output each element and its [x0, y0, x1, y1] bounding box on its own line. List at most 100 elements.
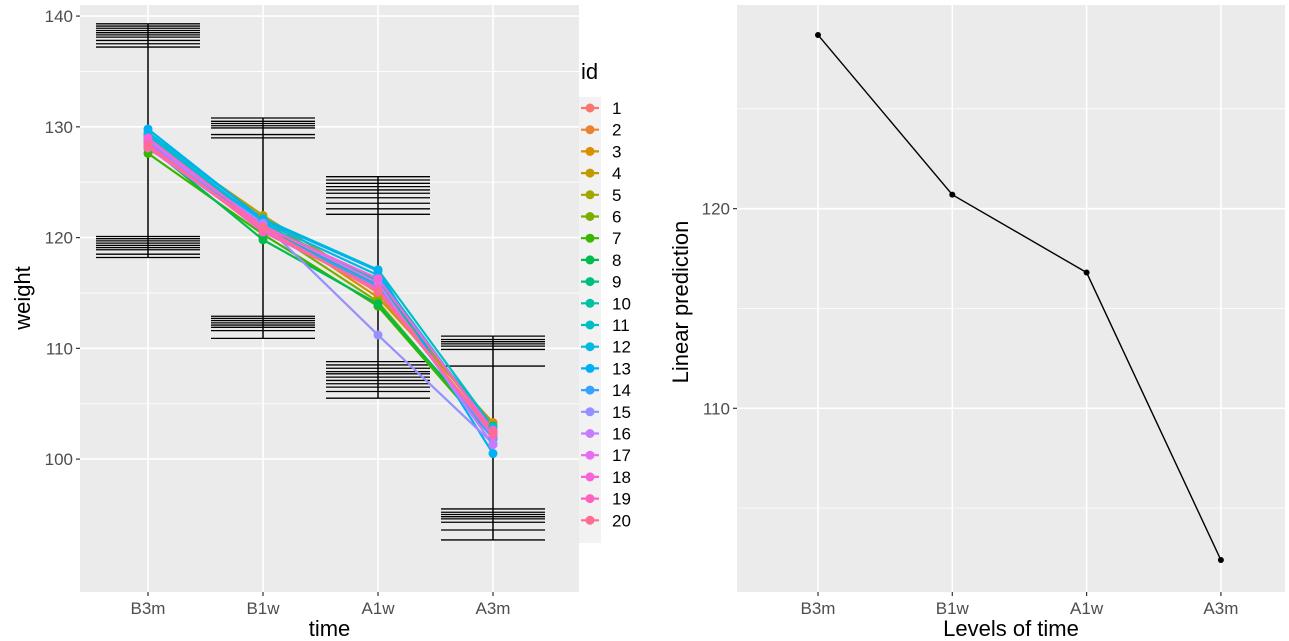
series-point — [488, 428, 498, 438]
legend-swatch-point — [585, 125, 595, 135]
legend-swatch-point — [585, 190, 595, 200]
prediction-point — [949, 191, 956, 198]
y-tick-label: 110 — [703, 399, 730, 418]
x-tick-label: A1w — [361, 599, 395, 618]
legend-label: 7 — [612, 229, 621, 248]
legend-swatch-point — [585, 168, 595, 178]
legend-item: 19 — [581, 490, 631, 509]
series-line — [147, 145, 494, 434]
legend-item: 8 — [581, 251, 621, 270]
left-y-axis-label: weight — [10, 266, 35, 331]
legend-swatch-point — [585, 450, 595, 460]
legend-item: 12 — [581, 338, 631, 357]
legend-swatch-point — [585, 429, 595, 438]
legend-label: 11 — [612, 316, 630, 335]
legend-key-background — [579, 97, 601, 543]
prediction-point — [1083, 269, 1090, 276]
legend-swatch-point — [585, 494, 595, 504]
legend-label: 19 — [612, 490, 631, 509]
legend-label: 16 — [612, 425, 631, 444]
right-plot-background — [737, 5, 1285, 592]
legend-item: 9 — [581, 273, 621, 292]
x-tick-label: A3m — [1203, 599, 1238, 618]
x-tick-label: A3m — [476, 599, 511, 618]
linear-prediction-chart: 110 120 B3m B1w A1w A3m Levels of time Linea… — [668, 5, 1285, 641]
right-grid — [737, 5, 1285, 592]
legend-label: 8 — [612, 251, 621, 270]
legend-item: 10 — [581, 294, 631, 313]
legend-item: 16 — [581, 425, 631, 444]
x-tick-label: B3m — [801, 599, 836, 618]
legend-item: 11 — [581, 316, 630, 335]
y-tick-label: 120 — [702, 200, 730, 219]
series-point — [373, 299, 383, 309]
prediction-point — [815, 31, 821, 38]
weight-by-time-chart: 100 110 120 130 140 B3m B1w A1w A3m time weight — [10, 5, 579, 641]
legend-item: 13 — [581, 359, 631, 378]
legend-item: 18 — [581, 468, 631, 487]
legend-swatch-point — [585, 342, 595, 352]
legend-label: 12 — [612, 338, 631, 357]
x-tick-label: B3m — [131, 599, 166, 618]
legend-label: 9 — [612, 273, 621, 292]
right-y-tick-labels: 110 120 — [702, 200, 737, 418]
legend-label: 20 — [612, 511, 631, 530]
left-series-lines — [143, 124, 498, 459]
legend-swatch-point — [585, 320, 595, 330]
legend-label: 14 — [612, 381, 631, 400]
series-point — [488, 449, 498, 459]
legend-swatch-point — [585, 255, 595, 265]
y-tick-label: 120 — [45, 229, 73, 248]
y-tick-label: 140 — [45, 7, 73, 26]
legend-swatch-point — [585, 146, 595, 156]
series-line — [147, 144, 494, 435]
legend-label: 15 — [612, 403, 631, 422]
y-tick-label: 130 — [45, 118, 73, 137]
legend-swatch-point — [585, 298, 595, 308]
legend-label: 13 — [612, 359, 631, 378]
x-tick-label: A1w — [1070, 599, 1104, 618]
legend-swatch-point — [585, 363, 595, 373]
legend-label: 1 — [612, 99, 621, 118]
prediction-point — [1217, 557, 1224, 564]
x-tick-label: B1w — [246, 599, 280, 618]
right-series-line — [815, 31, 1224, 564]
legend-item: 15 — [581, 403, 631, 422]
legend-swatch-point — [585, 103, 595, 113]
legend-item: 7 — [581, 229, 621, 248]
legend-item: 2 — [581, 121, 621, 140]
series-line — [147, 137, 494, 431]
legend-title: id — [581, 59, 598, 84]
series-point — [258, 235, 268, 245]
legend-label: 6 — [612, 208, 621, 227]
series-point — [373, 274, 383, 284]
left-x-tick-labels: B3m B1w A1w A3m — [131, 592, 511, 618]
legend-item: 6 — [581, 208, 621, 227]
series-point — [373, 266, 383, 276]
legend-label: 5 — [612, 186, 621, 205]
legend-swatch-point — [585, 212, 595, 221]
y-tick-label: 110 — [46, 339, 73, 358]
legend-item: 3 — [581, 142, 621, 161]
series-point — [258, 223, 268, 233]
legend-swatch-point — [585, 233, 595, 243]
y-tick-label: 100 — [45, 450, 73, 469]
legend-item: 17 — [581, 446, 631, 465]
legend-swatch-point — [585, 407, 595, 417]
legend-label: 4 — [612, 164, 621, 183]
legend-item: 14 — [581, 381, 631, 400]
legend-item: 20 — [581, 511, 631, 530]
legend-swatch-point — [585, 277, 595, 287]
legend-label: 3 — [612, 142, 621, 161]
legend-label: 17 — [612, 446, 631, 465]
right-x-axis-label: Levels of time — [943, 616, 1079, 641]
left-plot-background — [80, 5, 579, 592]
legend-label: 10 — [612, 294, 631, 313]
series-point — [373, 330, 383, 340]
series-point — [488, 440, 498, 450]
prediction-line — [817, 34, 1222, 561]
series-point — [143, 142, 153, 152]
legend-item: 1 — [581, 99, 621, 118]
